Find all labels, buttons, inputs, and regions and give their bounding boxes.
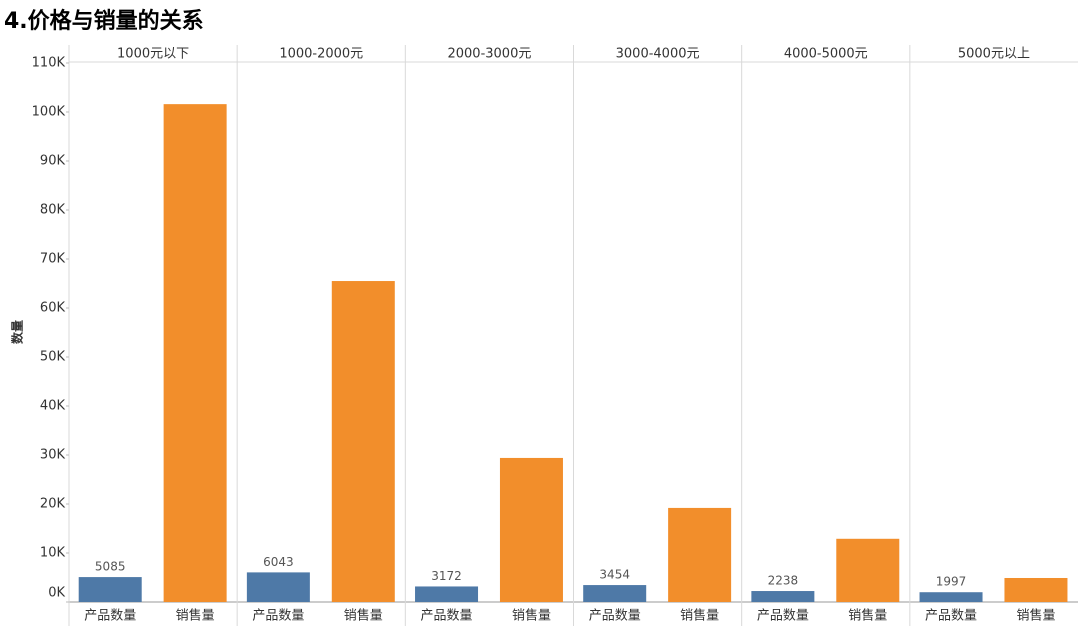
bar	[668, 507, 732, 602]
y-tick-label: 10K	[40, 545, 66, 560]
x-tick-label: 销售量	[176, 608, 215, 624]
x-tick-label: 销售量	[512, 608, 551, 624]
bar	[919, 592, 983, 602]
y-tick-label: 100K	[32, 104, 66, 119]
y-tick-label: 30K	[40, 447, 66, 462]
y-tick-label: 40K	[40, 398, 66, 413]
x-tick-label: 产品数量	[252, 609, 304, 624]
x-tick-label: 产品数量	[421, 609, 473, 624]
data-label: 2238	[768, 574, 799, 588]
bar	[415, 586, 479, 602]
bar	[583, 585, 647, 602]
data-label: 1997	[936, 575, 967, 589]
data-label: 3454	[599, 568, 630, 582]
group-label: 4000-5000元	[784, 47, 868, 62]
group-label: 1000元以下	[117, 47, 189, 62]
y-tick-label: 60K	[40, 300, 66, 315]
group-label: 2000-3000元	[447, 47, 531, 62]
x-tick-label: 产品数量	[925, 609, 977, 624]
x-tick-label: 产品数量	[589, 609, 641, 624]
data-label: 6043	[263, 555, 294, 569]
x-tick-label: 销售量	[848, 608, 887, 624]
y-tick-label: 20K	[40, 496, 66, 511]
x-tick-label: 产品数量	[84, 609, 136, 624]
chart-title: 4.价格与销量的关系	[4, 8, 204, 34]
data-label: 3172	[431, 569, 462, 583]
bar	[836, 538, 900, 602]
bar	[163, 104, 227, 602]
bar	[499, 457, 563, 602]
y-tick-label: 90K	[40, 153, 66, 168]
group-label: 1000-2000元	[279, 47, 363, 62]
y-tick-label: 80K	[40, 202, 66, 217]
bar	[246, 572, 310, 602]
data-label: 5085	[95, 560, 126, 574]
group-label: 3000-4000元	[616, 47, 700, 62]
x-tick-label: 销售量	[344, 608, 383, 624]
y-tick-label: 70K	[40, 251, 66, 266]
x-tick-label: 销售量	[1016, 608, 1055, 624]
y-tick-label: 0K	[48, 586, 65, 601]
x-tick-label: 产品数量	[757, 609, 809, 624]
x-tick-label: 销售量	[680, 608, 719, 624]
bar	[331, 281, 395, 602]
bar	[78, 577, 142, 602]
bar	[1004, 577, 1068, 602]
group-label: 5000元以上	[958, 47, 1030, 62]
y-tick-label: 50K	[40, 349, 66, 364]
y-tick-label: 110K	[32, 55, 66, 70]
y-axis-label: 数量	[10, 320, 25, 344]
bar	[751, 591, 815, 602]
